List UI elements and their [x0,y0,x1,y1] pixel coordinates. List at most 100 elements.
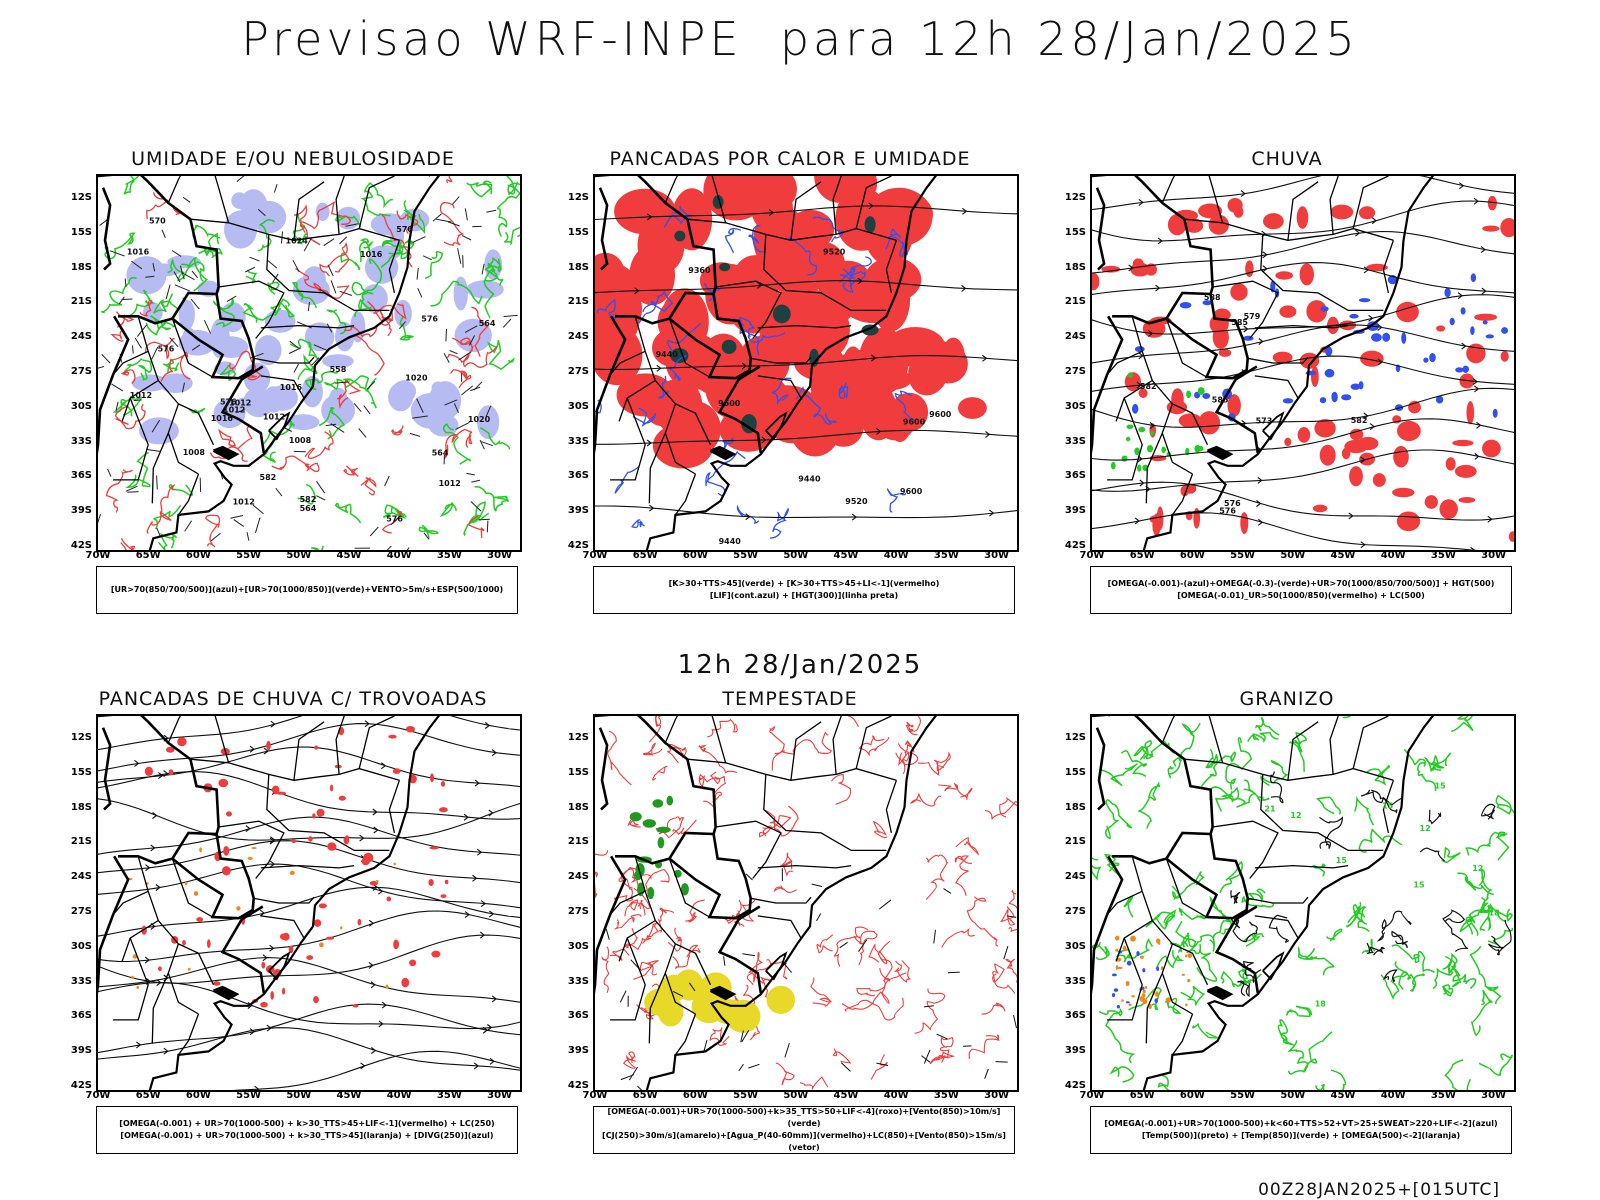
longitude-tick-label: 45W [833,550,859,561]
shaded-cell [261,961,266,969]
contour-line [685,899,705,923]
state-border [1260,234,1384,312]
contour-line [663,205,692,228]
state-border [260,864,355,869]
wind-arrow [428,176,431,177]
flow-arrow [134,759,140,767]
shaded-cell [319,942,324,948]
state-border [664,176,679,204]
shaded-cell [869,368,912,391]
shaded-cell [809,348,819,367]
streamline [98,863,520,909]
state-border [1254,864,1349,869]
wind-arrow [878,899,892,910]
shaded-cell [1324,368,1335,378]
state-border [1165,858,1207,918]
contour-line [1180,985,1206,1006]
country-border [98,716,220,835]
latitude-tick-label: 33S [70,975,92,987]
flow-arrow [1472,378,1478,386]
shaded-cell [177,737,187,747]
shaded-cell [1218,348,1232,357]
shaded-cell [1358,381,1364,390]
longitude-tick-label: 70W [582,1090,608,1101]
state-border [113,937,149,1021]
state-border [1145,972,1163,1044]
shaded-cell [345,835,349,842]
shaded-cell [1439,499,1458,519]
shaded-cell [652,423,714,469]
latitude-tick-label: 30S [70,940,92,952]
shaded-cell [1485,334,1494,339]
longitude-tick-label: 30W [1481,550,1507,561]
latitude-tick-label: 12S [70,192,92,203]
shaded-cell [1449,317,1455,326]
wind-arrow [464,325,478,333]
streamline [1092,418,1514,461]
shaded-cell [1500,350,1509,362]
country-border [615,831,714,865]
panel-legend: [OMEGA(-0.001)-(azul)+OMEGA(-0.3)-(verde… [1090,566,1512,614]
state-border [113,397,149,481]
jet-core-yellow [644,969,796,1033]
latitude-tick-label: 12S [567,192,589,203]
wind-arrow [461,234,472,241]
map-area: 9600 9600 9520 9600 9600 9520 9440 9440 9360 9440 [593,174,1019,552]
country-border [668,833,753,920]
geography-layer [98,716,441,1090]
shaded-cell [1128,1003,1132,1007]
streamline [595,205,1017,221]
shaded-cell [388,734,397,739]
shaded-cell [223,846,230,856]
contour-line [1314,1069,1347,1090]
streamline [1092,230,1514,274]
contour-line [642,907,675,944]
state-border [618,919,656,962]
shaded-cell [322,354,354,369]
shaded-cell [1500,218,1514,238]
wind-arrow [444,399,458,406]
state-border [171,318,213,378]
state-border [137,856,215,986]
contour-line [468,515,485,539]
latitude-tick-label: 21S [70,836,92,848]
contour-label: 1012 [263,413,285,422]
shaded-cell [338,795,346,801]
contour-line [632,407,657,428]
shaded-cell [666,795,674,806]
shaded-cell [1208,214,1229,235]
contour-label: 1012 [130,391,152,400]
shaded-cell [247,856,253,860]
shaded-cell [286,414,320,430]
longitude-tick-label: 70W [1079,550,1105,561]
shaded-cell [1454,464,1477,478]
longitude-tick-label: 55W [733,1090,759,1101]
contour-line [734,899,756,927]
latitude-tick-label: 12S [1064,732,1086,743]
shaded-cell [393,862,397,866]
contour-line [323,375,377,392]
wind-arrow [486,520,489,533]
state-border [1208,176,1224,223]
country-border [118,291,217,325]
contour-line [1175,920,1197,948]
shaded-cell [1136,951,1140,956]
contour-line [841,968,891,1010]
wind-arrow [1013,1014,1017,1029]
country-border [171,833,256,920]
wind-arrow [289,340,299,349]
contour-line [1008,926,1017,933]
contour-label: 9600 [718,399,741,408]
wind-arrow [244,266,256,273]
flow-arrow [871,354,877,362]
contour-line [999,796,1017,818]
contour-line [1192,1022,1218,1039]
flow-arrow [989,509,995,517]
contour-label: 582 [1351,416,1368,425]
contour-line [652,765,668,781]
flow-arrow [741,362,747,370]
wind-arrow [330,280,337,294]
contour-line [1178,907,1206,921]
country-border [171,293,256,380]
longitude-tick-label: 40W [1380,1090,1406,1101]
